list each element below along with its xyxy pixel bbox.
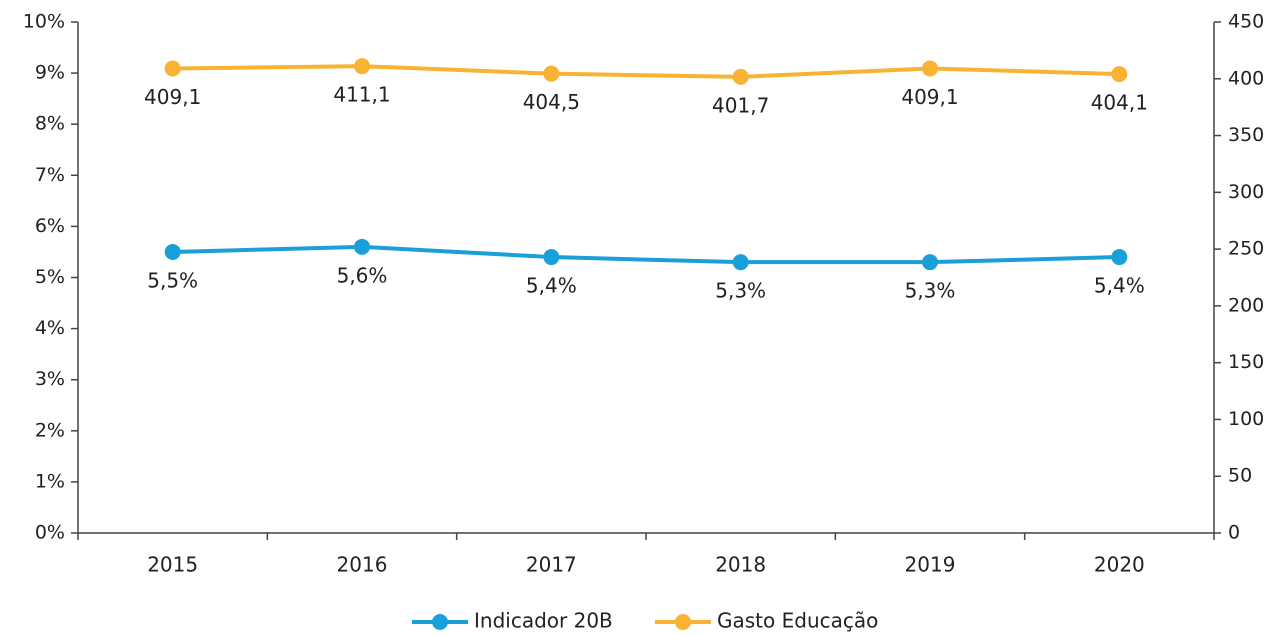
data-label: 411,1: [333, 83, 390, 107]
point: [922, 254, 938, 271]
point: [1111, 249, 1128, 266]
point: [732, 254, 749, 271]
legend-label: Gasto Educação: [717, 609, 878, 633]
y2-tick-label: 50: [1228, 465, 1252, 487]
x-tick-label: 2019: [905, 553, 956, 577]
y-tick-label: 4%: [35, 317, 65, 339]
y-tick-label: 0%: [35, 522, 65, 544]
point: [354, 58, 370, 75]
legend-marker: [432, 614, 448, 630]
x-tick-label: 2015: [147, 553, 198, 577]
series-line: [172, 244, 1120, 265]
y-tick-label: 8%: [35, 113, 65, 135]
point: [1111, 66, 1128, 83]
y2-tick-label: 450: [1228, 11, 1264, 33]
y2-tick-label: 350: [1228, 124, 1264, 146]
x-tick-label: 2016: [337, 553, 388, 577]
data-label: 404,5: [523, 90, 580, 114]
series-line: [172, 64, 1120, 79]
y2-tick-label: 0: [1228, 522, 1240, 544]
x-tick-label: 2017: [526, 553, 577, 577]
legend-label: Indicador 20B: [474, 609, 613, 633]
y-tick-label: 6%: [35, 215, 65, 237]
data-label: 409,1: [144, 85, 201, 109]
y2-tick-label: 150: [1228, 351, 1264, 373]
y-tick-label: 2%: [35, 419, 65, 441]
point: [543, 65, 560, 82]
data-label: 401,7: [712, 93, 769, 117]
point: [164, 243, 181, 260]
point: [543, 249, 560, 266]
legend-marker: [675, 614, 691, 630]
y-tick-label: 7%: [35, 164, 65, 186]
point: [922, 60, 938, 77]
data-label: 5,4%: [1094, 274, 1145, 298]
y2-tick-label: 100: [1228, 408, 1264, 430]
y-tick-label: 1%: [35, 470, 65, 492]
x-tick-label: 2020: [1094, 553, 1145, 577]
data-label: 5,6%: [337, 263, 388, 287]
y-tick-label: 9%: [35, 62, 65, 84]
y-tick-label: 10%: [23, 11, 65, 33]
point: [164, 60, 181, 77]
y2-tick-label: 400: [1228, 67, 1264, 89]
y2-tick-label: 300: [1228, 181, 1264, 203]
y-tick-label: 3%: [35, 368, 65, 390]
data-label: 5,5%: [147, 268, 198, 292]
y2-tick-label: 250: [1228, 238, 1264, 260]
point: [732, 68, 749, 85]
data-label: 409,1: [901, 85, 958, 109]
data-label: 5,3%: [715, 279, 766, 303]
data-label: 404,1: [1091, 91, 1148, 115]
data-label: 5,3%: [905, 279, 956, 303]
point: [354, 238, 370, 255]
data-label: 5,4%: [526, 274, 577, 298]
y2-tick-label: 200: [1228, 294, 1264, 316]
y-tick-label: 5%: [35, 266, 65, 288]
x-tick-label: 2018: [715, 553, 766, 577]
